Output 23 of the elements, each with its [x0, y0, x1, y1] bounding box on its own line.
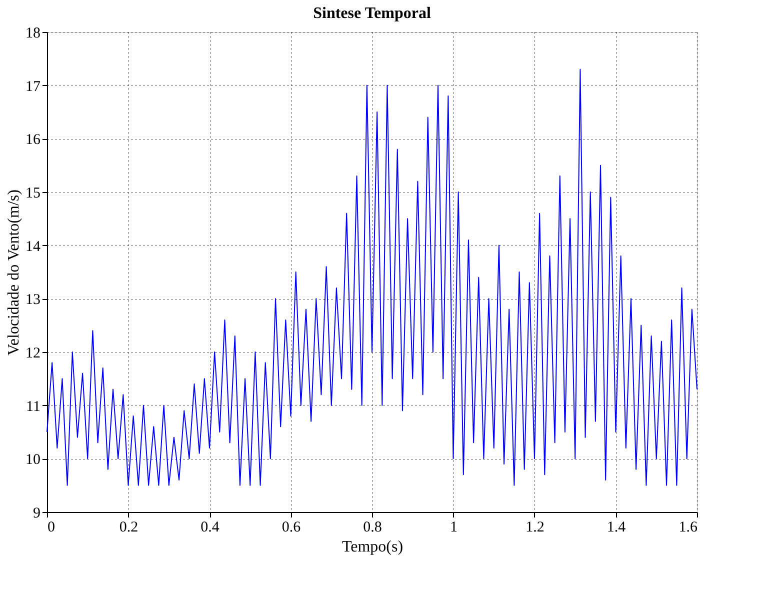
line-series — [46, 68, 698, 486]
y-axis-title: Velocidade do Vento(m/s) — [6, 190, 22, 356]
y-tick-label: 14 — [26, 238, 41, 255]
x-tick-label: 0.8 — [363, 520, 382, 536]
x-tick-label: 0.4 — [200, 520, 220, 536]
y-tick-label: 18 — [26, 26, 40, 42]
y-tick-label: 11 — [26, 398, 40, 415]
x-tick-label: 0.6 — [282, 520, 302, 536]
y-tick-label: 9 — [33, 506, 40, 522]
y-tick-label: 15 — [26, 186, 40, 202]
x-tick-label: 1.4 — [606, 520, 626, 536]
y-tick-label: 10 — [26, 452, 40, 468]
chart-title: Sintese Temporal — [313, 5, 432, 22]
y-tick-label: 12 — [26, 346, 40, 362]
x-tick-label: 1.6 — [678, 520, 698, 536]
y-tick-label: 17 — [26, 78, 41, 95]
x-tick-label: 0.2 — [119, 520, 138, 536]
y-tick-label: 16 — [26, 132, 41, 148]
x-tick-label: 1.2 — [526, 520, 544, 536]
y-tick-label: 13 — [26, 292, 40, 308]
x-tick-label: 0 — [48, 520, 55, 536]
x-tick-label: 1 — [450, 520, 458, 536]
x-axis-title: Tempo(s) — [342, 538, 404, 556]
